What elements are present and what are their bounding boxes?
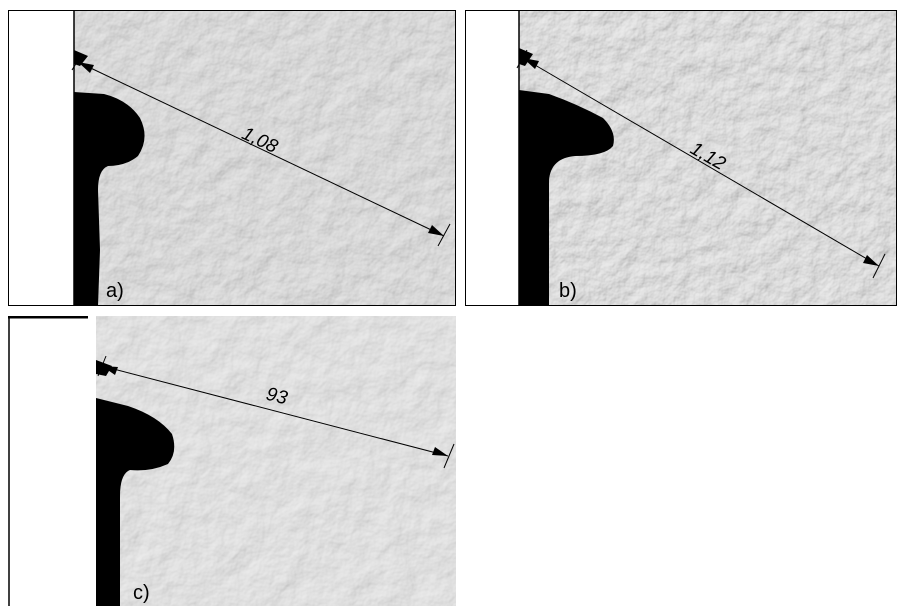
panel-a-dimension-line [77, 61, 445, 237]
panel-c-label: c) [133, 582, 150, 604]
panel-b-dimension-line [522, 57, 880, 267]
panel-c-arrowhead-end [432, 447, 448, 456]
panel-a-blank-area [8, 10, 75, 306]
panel-a-arrowhead-end [428, 225, 444, 236]
panel-b-arrowhead-start [523, 58, 539, 69]
panel-c-arrowhead-start [102, 366, 118, 375]
panel-b-label: b) [559, 280, 577, 302]
panel-c-image [8, 316, 456, 606]
panel-b-dark-region [519, 90, 614, 306]
panel-c-blank-area [8, 316, 96, 606]
panel-b-image [465, 10, 897, 306]
panel-a-dark-region [74, 92, 145, 306]
panel-b-arrowhead-end [863, 255, 879, 266]
panel-c-dark-region [96, 398, 175, 606]
panel-a-arrowhead-start [78, 62, 94, 73]
panel-a-image [8, 10, 456, 306]
panel-b: 1,12 b) [465, 10, 897, 306]
panel-a: 1,08 a) [8, 10, 456, 306]
panel-c-dimension-line [101, 365, 449, 457]
panel-a-label: a) [106, 280, 124, 302]
panel-c: 93 c) [8, 316, 456, 606]
panel-b-blank-area [465, 10, 520, 306]
